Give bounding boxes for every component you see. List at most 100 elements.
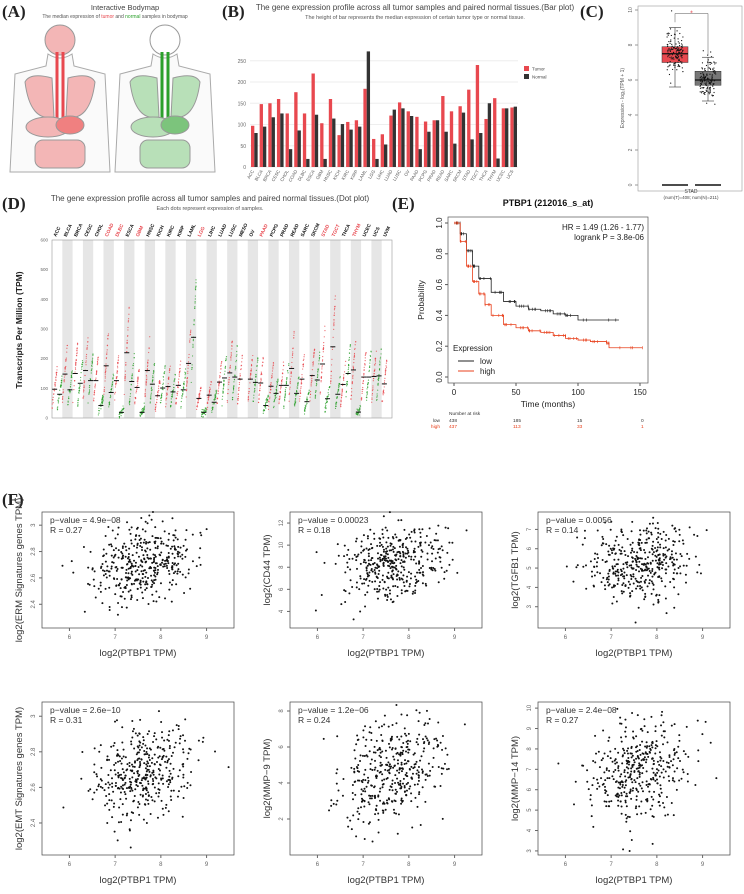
data-point bbox=[417, 771, 420, 774]
sample-dot bbox=[234, 369, 236, 371]
data-point bbox=[141, 597, 144, 600]
sample-dot bbox=[233, 379, 236, 381]
data-point bbox=[391, 723, 394, 726]
data-point bbox=[341, 794, 344, 797]
data-point bbox=[397, 783, 400, 786]
sample-dot bbox=[83, 384, 85, 386]
data-point bbox=[135, 781, 138, 784]
y-tick-label: 2.8 bbox=[31, 547, 37, 556]
data-point bbox=[107, 570, 110, 573]
data-point bbox=[443, 571, 446, 574]
data-point bbox=[410, 558, 413, 561]
sample-dot bbox=[231, 340, 233, 342]
x-tick-label: CESC bbox=[271, 168, 282, 182]
data-point bbox=[404, 759, 407, 762]
data-point bbox=[388, 549, 391, 552]
sample-dot bbox=[187, 370, 189, 372]
sample-dot bbox=[105, 363, 107, 365]
sample-dot bbox=[385, 366, 388, 368]
data-point bbox=[165, 803, 168, 806]
data-point bbox=[406, 742, 409, 745]
sample-dot bbox=[372, 385, 374, 387]
sample-dot bbox=[680, 51, 682, 54]
sample-dot bbox=[323, 344, 325, 347]
sample-dot bbox=[314, 391, 317, 394]
sample-dot bbox=[322, 348, 324, 351]
data-point bbox=[663, 736, 666, 739]
data-point bbox=[144, 774, 147, 777]
sample-dot bbox=[189, 338, 191, 340]
sample-dot bbox=[299, 395, 301, 397]
sample-dot bbox=[713, 91, 715, 94]
sample-dot bbox=[667, 32, 669, 34]
sample-dot bbox=[194, 298, 196, 300]
sample-dot bbox=[141, 410, 143, 412]
sample-dot bbox=[348, 359, 350, 362]
data-point bbox=[134, 561, 137, 564]
sample-dot bbox=[128, 400, 131, 403]
sample-dot bbox=[76, 344, 79, 346]
sample-dot bbox=[285, 383, 288, 385]
data-point bbox=[120, 762, 123, 765]
bar-tumor bbox=[346, 121, 350, 167]
sample-dot bbox=[384, 369, 387, 371]
data-point bbox=[359, 754, 362, 757]
data-point bbox=[382, 536, 385, 539]
data-point bbox=[417, 545, 420, 548]
data-point bbox=[351, 783, 354, 786]
data-point bbox=[362, 736, 365, 739]
data-point bbox=[417, 720, 420, 723]
data-point bbox=[145, 571, 148, 574]
y-tick-label: 8 bbox=[279, 565, 285, 569]
sample-dot bbox=[301, 376, 303, 378]
sample-dot bbox=[345, 360, 347, 362]
sample-dot bbox=[148, 351, 150, 354]
data-point bbox=[387, 556, 390, 559]
sample-dot bbox=[705, 75, 707, 78]
data-point bbox=[154, 526, 157, 529]
data-point bbox=[155, 536, 158, 539]
data-point bbox=[120, 773, 123, 776]
sample-dot bbox=[319, 391, 321, 393]
data-point bbox=[367, 555, 370, 558]
data-point bbox=[417, 779, 420, 782]
y-tick-label: 10 bbox=[279, 541, 285, 548]
sample-dot bbox=[710, 62, 713, 64]
sample-dot bbox=[143, 408, 145, 411]
barplot-subtitle: The height of bar represents the median … bbox=[305, 15, 525, 21]
data-point bbox=[678, 528, 681, 531]
sample-dot bbox=[87, 341, 89, 343]
sample-dot bbox=[183, 386, 185, 388]
data-point bbox=[392, 585, 395, 588]
sample-dot bbox=[232, 388, 235, 390]
data-point bbox=[173, 746, 176, 749]
sample-dot bbox=[122, 405, 124, 407]
lung-right bbox=[65, 75, 96, 119]
data-point bbox=[418, 528, 421, 531]
sample-dot bbox=[257, 358, 259, 360]
sample-dot bbox=[178, 378, 180, 380]
sample-dot bbox=[317, 373, 319, 375]
data-point bbox=[184, 555, 187, 558]
x-category-note: (num(T)=408; num(N)=211) bbox=[664, 195, 719, 200]
data-point bbox=[376, 597, 379, 600]
data-point bbox=[136, 544, 139, 547]
sample-dot bbox=[98, 407, 100, 409]
sample-dot bbox=[176, 394, 178, 396]
sample-dot bbox=[83, 389, 85, 392]
data-point bbox=[161, 731, 164, 734]
data-point bbox=[100, 766, 103, 769]
data-point bbox=[396, 551, 399, 554]
sample-dot bbox=[114, 391, 116, 393]
data-point bbox=[149, 557, 152, 560]
x-axis-label: log2(PTBP1 TPM) bbox=[348, 648, 425, 659]
data-point bbox=[398, 545, 401, 548]
data-point bbox=[175, 583, 178, 586]
sample-dot bbox=[670, 49, 672, 51]
data-point bbox=[344, 571, 347, 574]
sample-dot bbox=[317, 376, 319, 378]
sample-dot bbox=[87, 337, 89, 339]
data-point bbox=[673, 753, 676, 756]
data-point bbox=[652, 540, 655, 543]
sample-dot bbox=[333, 314, 335, 316]
